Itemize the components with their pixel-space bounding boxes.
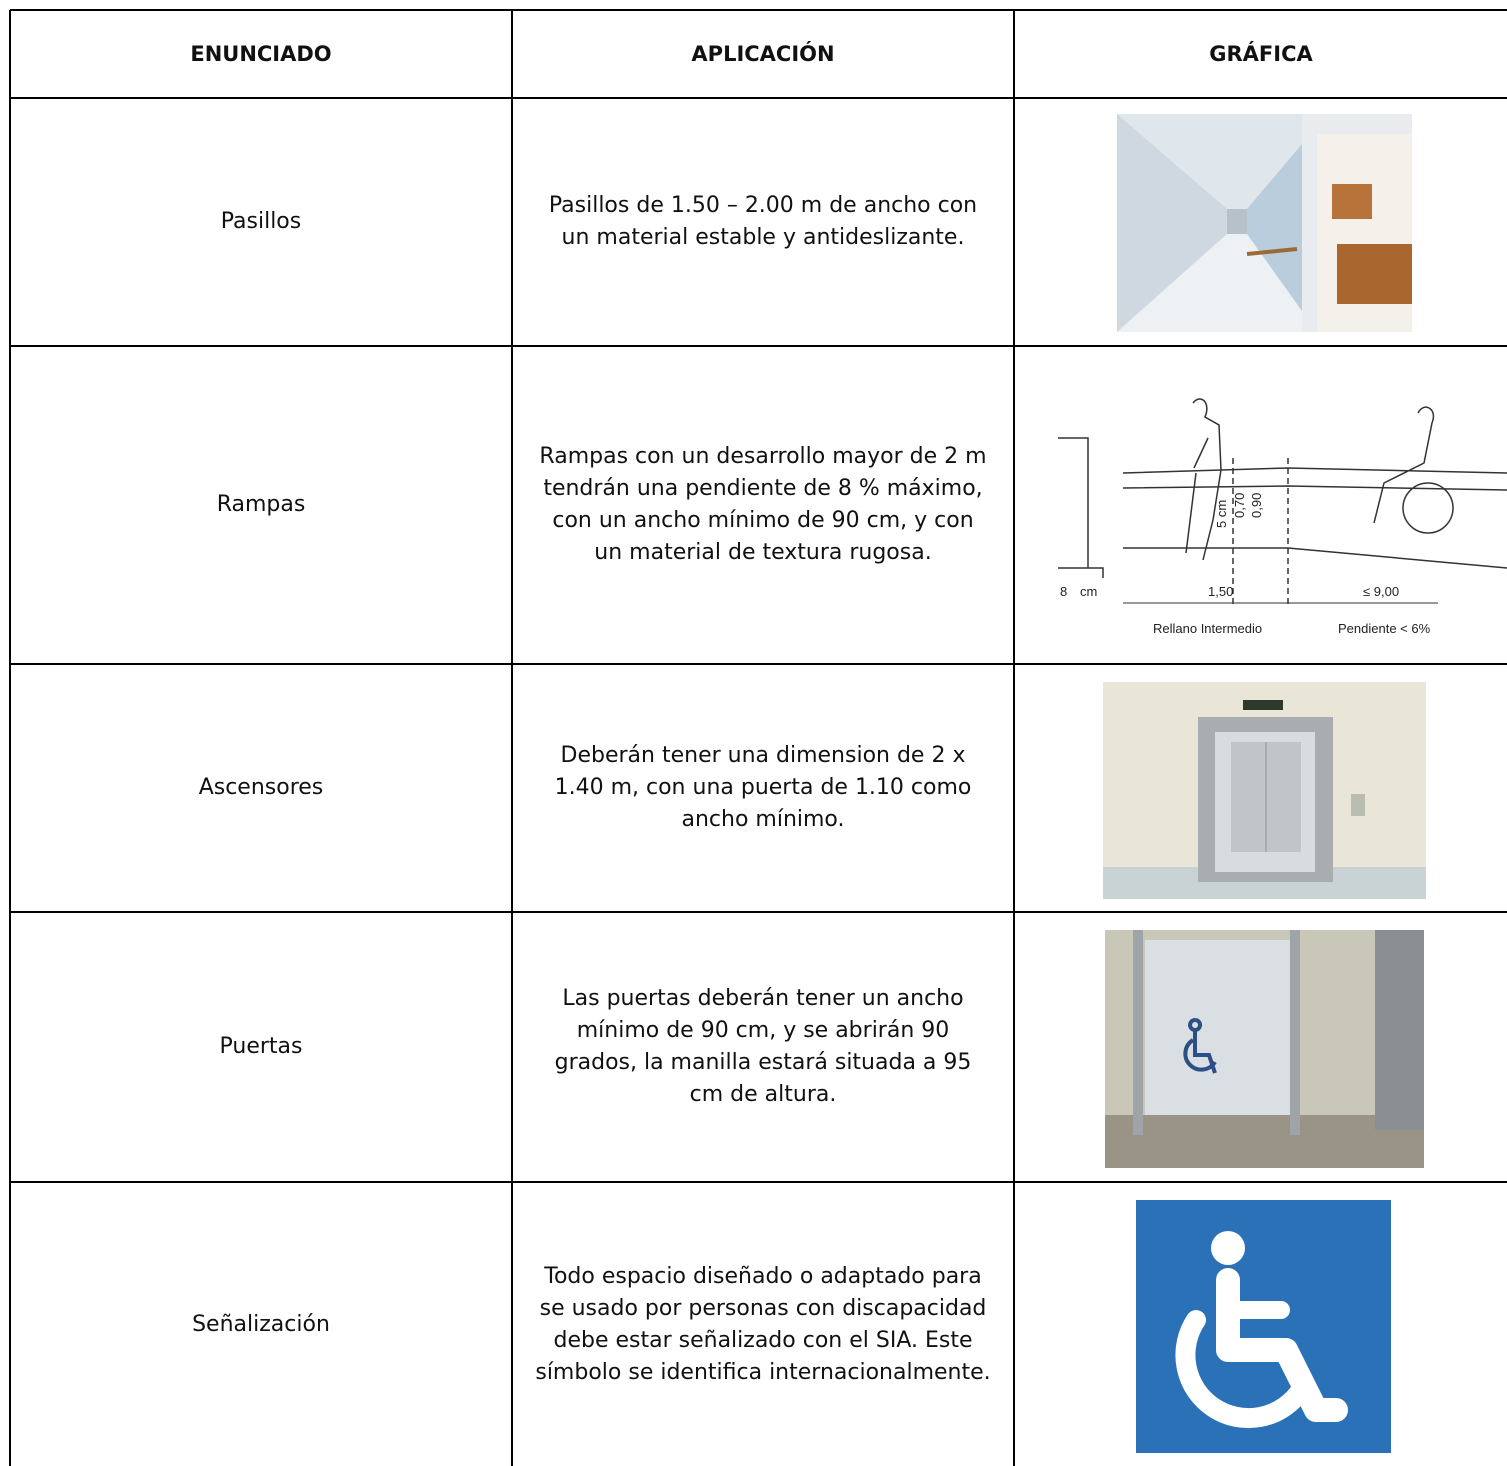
- cell: Rampas con un desarrollo mayor de 2 m te…: [539, 444, 987, 565]
- header-cell: ENUNCIADO: [190, 42, 332, 66]
- rule: [511, 10, 513, 1466]
- rule: [10, 1181, 1507, 1183]
- cell: Puertas: [219, 1034, 303, 1059]
- rule: [10, 345, 1507, 347]
- figure-label: cm: [1080, 584, 1097, 599]
- sia-sign: [1136, 1200, 1391, 1453]
- figure-label: Rellano Intermedio: [1153, 621, 1262, 636]
- rule: [10, 663, 1507, 665]
- cell: Deberán tener una dimension de 2 x 1.40 …: [554, 743, 972, 832]
- cell: Ascensores: [198, 775, 324, 800]
- ramp-diagram: 8 cm 5 cm 0,70 0,90 1,50 ≤ 9,00 Rellano …: [1058, 378, 1507, 652]
- figure-label: Pendiente < 6%: [1338, 621, 1431, 636]
- rule: [9, 10, 11, 1466]
- cell: Las puertas deberán tener un ancho mínim…: [554, 986, 972, 1107]
- figure-label: 0,90: [1249, 493, 1264, 518]
- figure-labels: 8 cm 5 cm 0,70 0,90 1,50 ≤ 9,00 Rellano …: [1060, 493, 1431, 636]
- rule: [10, 911, 1507, 913]
- figure-label: 5 cm: [1214, 500, 1229, 528]
- cell: Señalización: [192, 1311, 330, 1337]
- figure-label: ≤ 9,00: [1363, 584, 1399, 599]
- header-cell: APLICACIÓN: [691, 42, 835, 66]
- cell: Todo espacio diseñado o adaptado para se…: [535, 1263, 991, 1385]
- cell: Pasillos de 1.50 – 2.00 m de ancho con u…: [548, 193, 978, 250]
- corridor-image: [1117, 114, 1412, 332]
- cell: Pasillos: [220, 209, 302, 234]
- rule: [10, 9, 1507, 11]
- elevator-image: [1103, 682, 1426, 899]
- rule: [1013, 10, 1015, 1466]
- figure-label: 1,50: [1208, 584, 1233, 599]
- door-image: [1105, 930, 1424, 1168]
- rule: [10, 97, 1507, 99]
- figure-label: 8: [1060, 584, 1067, 599]
- header-cell: GRÁFICA: [1209, 42, 1313, 66]
- cell: Rampas: [216, 492, 306, 517]
- figure-label: 0,70: [1232, 493, 1247, 518]
